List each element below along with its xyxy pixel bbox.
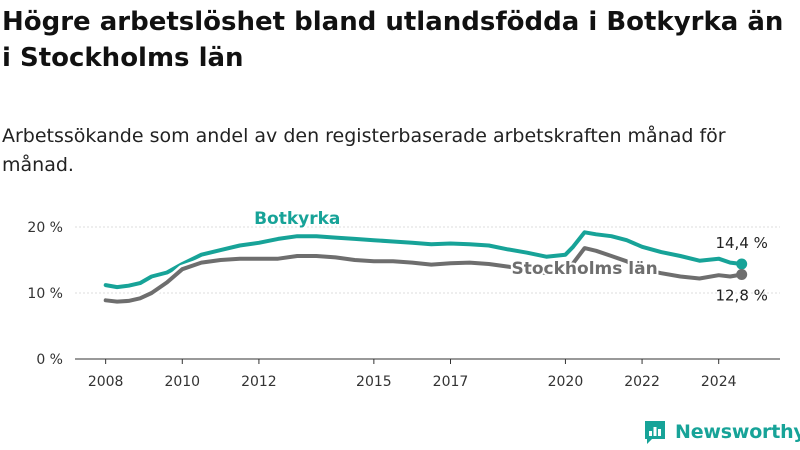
y-tick-label: 10 %: [27, 286, 63, 302]
series-line-1: [103, 246, 744, 304]
series-name-label: Stockholms län: [511, 259, 657, 279]
x-tick-label: 2024: [701, 374, 737, 390]
x-tick-label: 2017: [433, 374, 469, 390]
series-line-0: [103, 230, 744, 290]
series-labels: 14,4 % 12,8 % Botkyrka Stockholms län: [252, 207, 768, 305]
series-end-label: 12,8 %: [715, 287, 767, 305]
y-tick-label: 0 %: [36, 352, 63, 368]
x-axis: 2008 2010 2012 2015 2017 2020 2022 2024: [88, 359, 737, 390]
series-end-label: 14,4 %: [715, 234, 767, 252]
newsworthy-logo-icon: [645, 421, 665, 444]
gridlines: [75, 226, 780, 360]
x-tick-label: 2010: [164, 374, 200, 390]
series-lines: [101, 227, 748, 307]
brand-name: Newsworthy: [675, 421, 800, 443]
x-tick-label: 2008: [88, 374, 124, 390]
chart-subtitle: Arbetssökande som andel av den registerb…: [2, 125, 726, 176]
series-name-label: Botkyrka: [254, 209, 340, 229]
chart-title: Högre arbetslöshet bland utlandsfödda i …: [2, 7, 784, 73]
x-tick-label: 2020: [548, 374, 584, 390]
brand-logo: Newsworthy: [643, 419, 800, 445]
x-tick-label: 2015: [356, 374, 392, 390]
x-tick-label: 2012: [241, 374, 277, 390]
series-end-point: [736, 269, 748, 281]
series-end-point: [736, 258, 748, 270]
y-tick-label: 20 %: [27, 220, 63, 236]
y-axis: 0 % 10 % 20 %: [27, 220, 63, 368]
x-tick-label: 2022: [624, 374, 660, 390]
